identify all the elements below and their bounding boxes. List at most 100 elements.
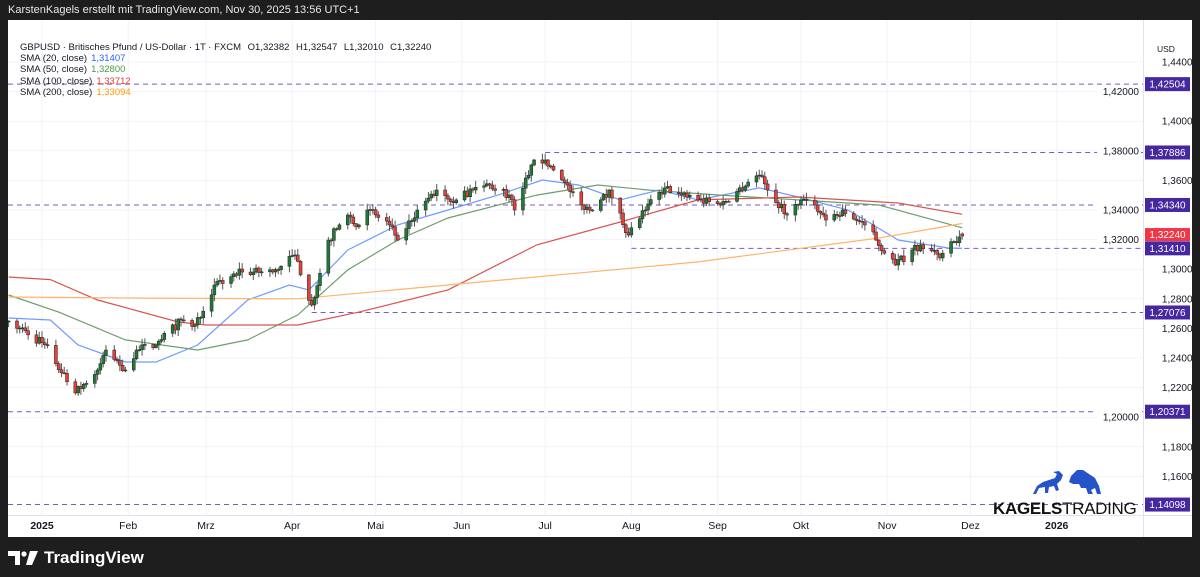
candle-down[interactable] [871,224,875,233]
candle-up[interactable] [365,209,370,226]
candle-up[interactable] [312,297,317,306]
candle-down[interactable] [726,201,731,203]
candle-down[interactable] [376,214,381,218]
candle-down[interactable] [276,269,281,271]
candle-up[interactable] [640,210,645,219]
candle-down[interactable] [715,201,720,204]
candle-up[interactable] [159,339,164,342]
candle-up[interactable] [162,332,167,340]
level-price-badge[interactable] [1145,197,1190,212]
candle-down[interactable] [879,245,884,251]
tradingview-logo[interactable]: TradingView [8,548,144,568]
candle-up[interactable] [84,383,89,385]
candle-down[interactable] [118,360,122,366]
candle-up[interactable] [337,224,342,230]
candle-up[interactable] [143,344,147,346]
candle-down[interactable] [902,255,906,262]
candle-up[interactable] [662,187,667,195]
candle-down[interactable] [929,248,934,252]
candle-down[interactable] [112,349,117,360]
candle-down[interactable] [45,344,50,346]
candle-up[interactable] [832,214,837,221]
candle-down[interactable] [824,214,828,221]
candle-down[interactable] [190,320,194,327]
candle-up[interactable] [76,386,80,394]
candle-up[interactable] [176,318,180,331]
candle-up[interactable] [687,195,692,198]
candle-down[interactable] [487,183,492,186]
candle-down[interactable] [493,188,497,191]
candle-down[interactable] [921,244,926,249]
candle-down[interactable] [384,217,389,222]
candle-down[interactable] [765,183,770,191]
candle-down[interactable] [59,369,64,374]
candle-down[interactable] [821,212,825,216]
candle-down[interactable] [815,204,820,212]
candle-up[interactable] [910,249,914,262]
candle-up[interactable] [793,204,798,216]
candle-up[interactable] [435,189,439,196]
candle-up[interactable] [754,175,759,183]
candle-down[interactable] [446,195,450,200]
candle-up[interactable] [415,209,420,219]
candle-down[interactable] [587,206,592,211]
candle-up[interactable] [123,369,128,372]
candle-down[interactable] [562,179,567,183]
candle-up[interactable] [137,349,142,351]
candle-down[interactable] [120,364,125,371]
candle-up[interactable] [332,228,336,241]
candle-up[interactable] [140,344,144,350]
candle-up[interactable] [468,188,472,197]
candle-down[interactable] [198,317,203,319]
candle-up[interactable] [957,236,962,243]
candle-down[interactable] [590,209,595,212]
candle-up[interactable] [649,199,653,205]
candle-down[interactable] [115,359,119,361]
candle-down[interactable] [220,280,225,284]
candle-down[interactable] [618,197,622,214]
candle-down[interactable] [782,204,787,215]
candle-down[interactable] [854,218,859,221]
candle-up[interactable] [407,220,411,229]
indicator-legend-row[interactable]: SMA (50, close) 1,32800 [20,64,431,75]
candle-down[interactable] [504,189,509,198]
candle-up[interactable] [599,199,603,211]
candle-up[interactable] [346,214,350,226]
candle-down[interactable] [512,199,517,211]
candle-up[interactable] [404,228,408,241]
indicator-legend-row[interactable]: SMA (200, close) 1,33094 [20,87,431,98]
candle-up[interactable] [98,363,103,371]
candle-down[interactable] [874,231,878,241]
candle-up[interactable] [81,383,86,389]
candle-up[interactable] [646,203,650,211]
candle-down[interactable] [621,212,625,226]
candle-down[interactable] [843,209,848,214]
candle-down[interactable] [960,233,964,237]
candle-down[interactable] [393,226,397,236]
candle-up[interactable] [735,191,739,202]
candle-down[interactable] [390,224,395,228]
candle-down[interactable] [307,274,311,301]
candle-down[interactable] [560,169,564,181]
candle-up[interactable] [454,199,458,204]
candle-down[interactable] [813,199,817,206]
candle-up[interactable] [201,310,205,318]
candle-up[interactable] [8,320,11,323]
candle-up[interactable] [529,164,534,176]
level-price-badge[interactable] [1145,77,1190,92]
candle-down[interactable] [707,197,711,202]
candle-down[interactable] [54,345,58,364]
candle-down[interactable] [387,220,392,226]
candle-down[interactable] [257,267,261,273]
candle-down[interactable] [510,194,514,201]
candle-up[interactable] [521,187,525,211]
candle-up[interactable] [251,271,256,275]
level-price-badge[interactable] [1145,145,1190,160]
candle-down[interactable] [838,215,842,217]
candle-down[interactable] [546,159,550,167]
candle-down[interactable] [65,373,69,383]
candle-up[interactable] [429,193,433,199]
candle-up[interactable] [423,200,428,211]
candle-up[interactable] [93,374,97,384]
candle-down[interactable] [860,220,864,223]
